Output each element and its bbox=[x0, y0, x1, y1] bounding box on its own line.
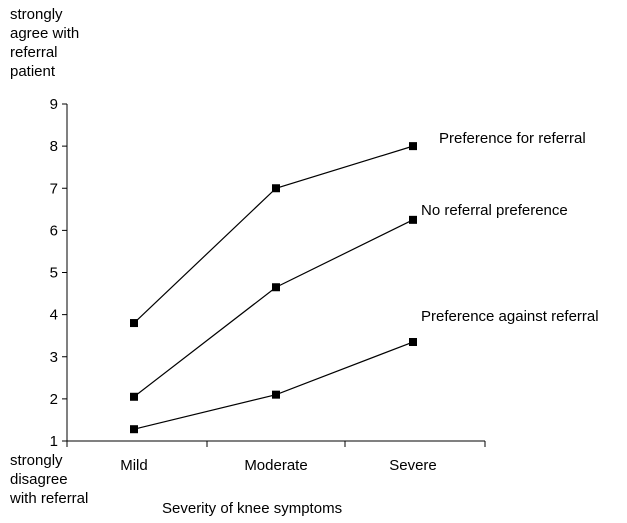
series-label: No referral preference bbox=[421, 202, 568, 219]
data-point-marker bbox=[409, 142, 417, 151]
data-point-marker bbox=[130, 319, 138, 328]
y-tick-label: 3 bbox=[50, 349, 58, 366]
y-tick-label: 4 bbox=[50, 307, 58, 324]
series-label: Preference against referral bbox=[421, 308, 599, 325]
x-axis-title: Severity of knee symptoms bbox=[162, 500, 343, 517]
data-point-marker bbox=[272, 283, 280, 292]
y-tick-label: 9 bbox=[50, 96, 58, 113]
series-label: Preference for referral bbox=[439, 130, 586, 147]
series-layer: Preference for referral No referral prefe… bbox=[130, 130, 599, 434]
x-tick-label: Moderate bbox=[244, 457, 307, 474]
y-axis-bottom-label: strongly disagree with referral bbox=[10, 452, 89, 507]
data-point-marker bbox=[409, 215, 417, 224]
y-tick-label: 8 bbox=[50, 138, 58, 155]
x-tick-label: Severe bbox=[389, 457, 437, 474]
y-tick-label: 1 bbox=[50, 433, 58, 450]
y-axis-top-label: strongly agree with referral patient bbox=[10, 6, 80, 80]
data-point-marker bbox=[130, 392, 138, 401]
series-group: Preference for referral bbox=[130, 130, 586, 328]
series-line bbox=[133, 145, 414, 324]
series-group: Preference against referral bbox=[130, 308, 599, 434]
series-group: No referral preference bbox=[130, 202, 568, 401]
x-tick-label: Mild bbox=[120, 457, 148, 474]
series-line bbox=[133, 341, 414, 430]
y-tick-label: 6 bbox=[50, 222, 58, 239]
y-axis-ticks: 1 2 3 4 5 6 7 8 9 bbox=[50, 96, 67, 450]
y-tick-label: 7 bbox=[50, 180, 58, 197]
data-point-marker bbox=[272, 390, 280, 399]
data-point-marker bbox=[272, 184, 280, 193]
y-tick-label: 2 bbox=[50, 391, 58, 408]
data-point-marker bbox=[409, 338, 417, 347]
series-line bbox=[133, 219, 414, 398]
data-point-marker bbox=[130, 425, 138, 434]
x-axis-ticks: Mild Moderate Severe bbox=[66, 441, 486, 474]
y-tick-label: 5 bbox=[50, 265, 58, 282]
